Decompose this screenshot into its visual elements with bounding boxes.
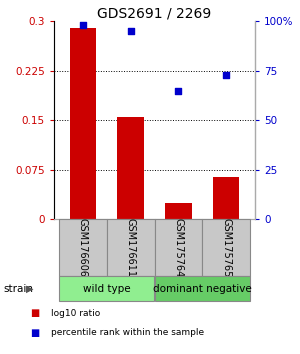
Bar — [202, 219, 250, 276]
Text: ■: ■ — [30, 308, 39, 318]
Text: ▶: ▶ — [26, 284, 33, 293]
Point — [176, 88, 181, 93]
Text: GSM175764: GSM175764 — [173, 218, 183, 278]
Point — [224, 72, 229, 78]
Bar — [106, 219, 154, 276]
Bar — [165, 203, 192, 219]
Text: GSM175765: GSM175765 — [221, 218, 231, 278]
Text: ■: ■ — [30, 328, 39, 338]
Bar — [70, 28, 96, 219]
Title: GDS2691 / 2269: GDS2691 / 2269 — [98, 6, 212, 20]
Bar — [213, 177, 239, 219]
Bar — [117, 117, 144, 219]
Bar — [154, 276, 250, 301]
Text: log10 ratio: log10 ratio — [51, 309, 100, 318]
Point — [80, 22, 85, 28]
Text: GSM176611: GSM176611 — [126, 218, 136, 277]
Text: dominant negative: dominant negative — [153, 284, 252, 293]
Point — [128, 28, 133, 34]
Text: GSM176606: GSM176606 — [78, 218, 88, 277]
Bar — [59, 276, 154, 301]
Bar — [154, 219, 202, 276]
Text: percentile rank within the sample: percentile rank within the sample — [51, 328, 204, 337]
Bar — [59, 219, 106, 276]
Text: wild type: wild type — [83, 284, 130, 293]
Text: strain: strain — [3, 284, 33, 293]
